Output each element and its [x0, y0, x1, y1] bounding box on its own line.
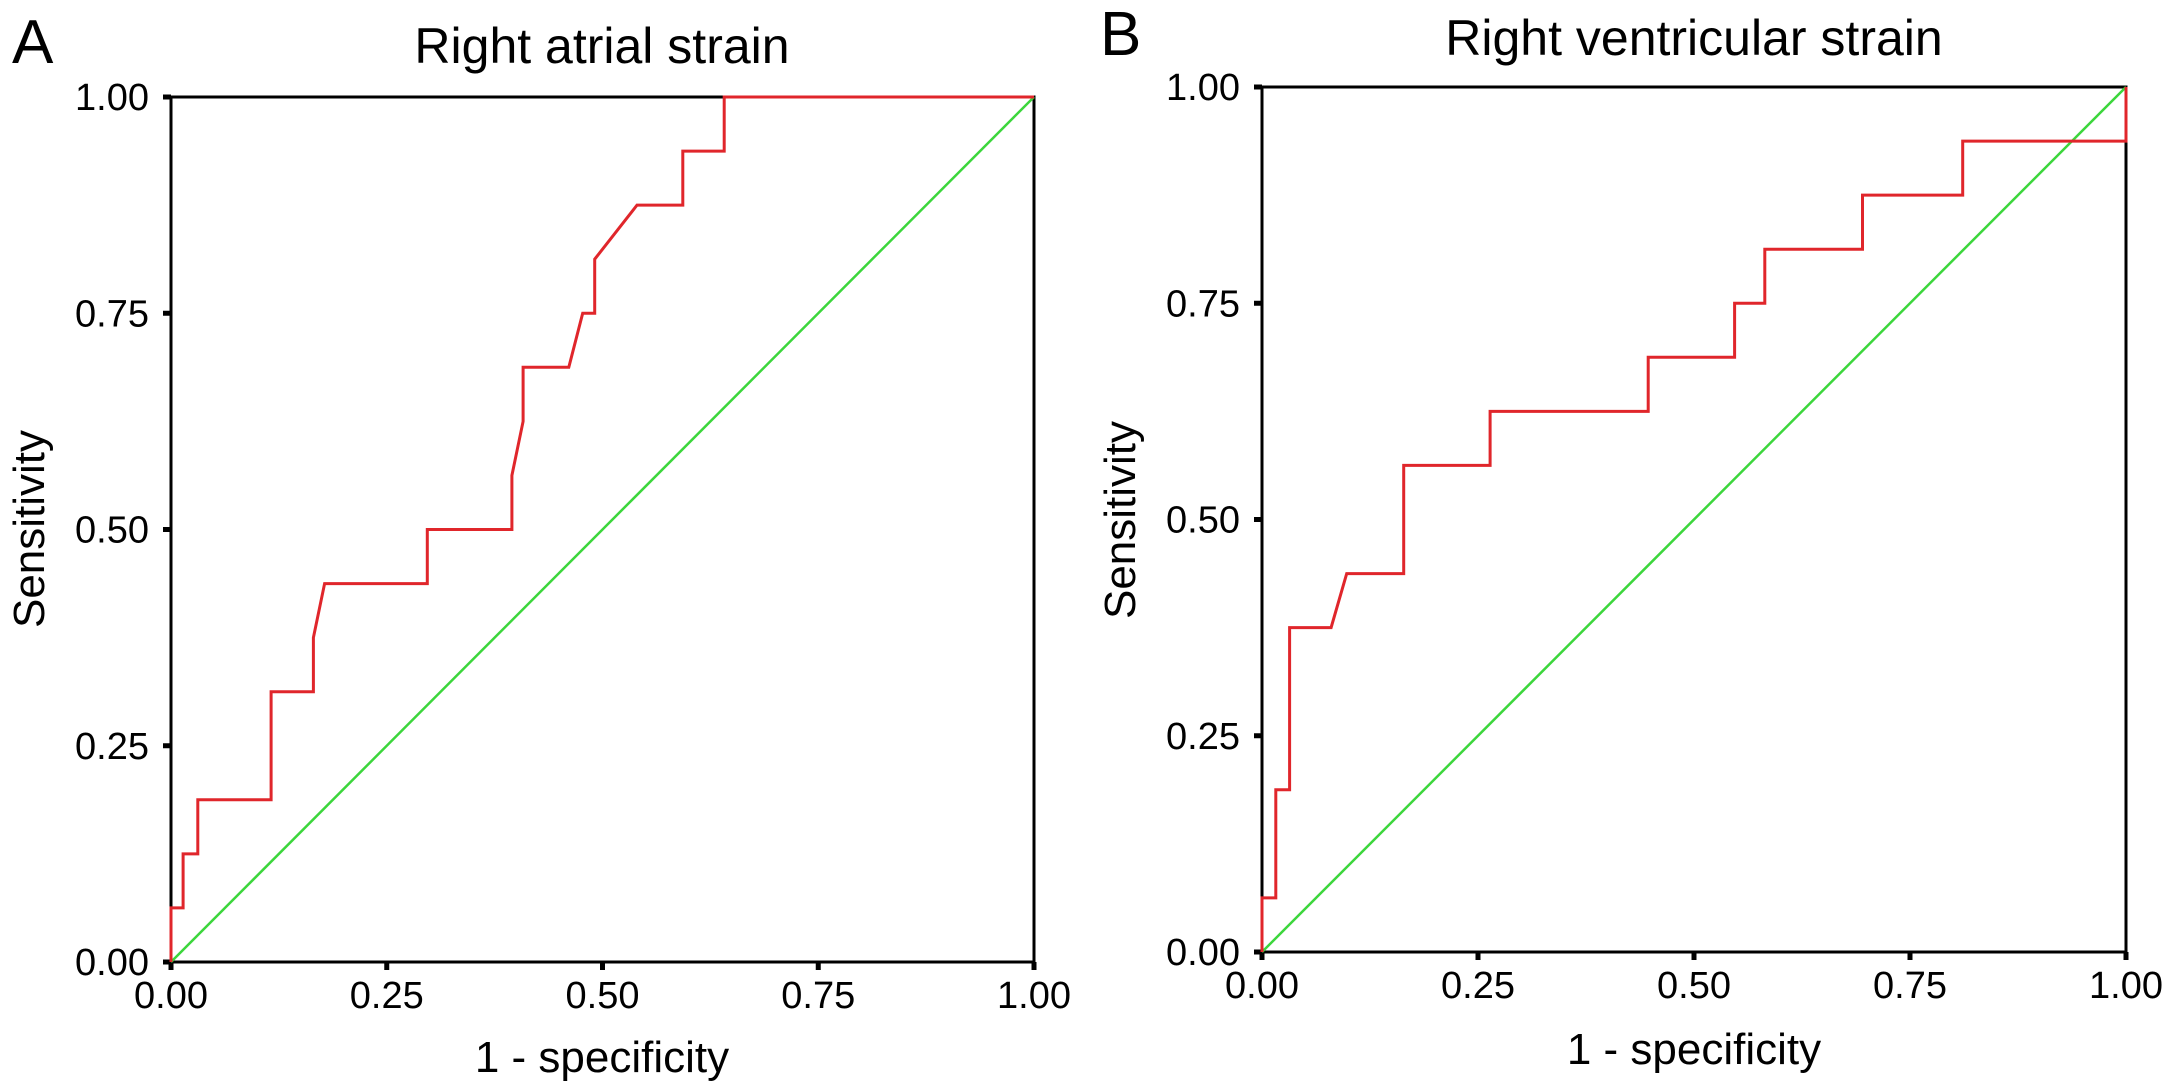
plot-area — [169, 95, 1036, 964]
panel-letter: B — [1100, 0, 1141, 69]
panel-b: B Right ventricular strain 1 - specifici… — [1096, 0, 2163, 1074]
y-tick-label: 0.00 — [75, 942, 149, 984]
plot-frame — [169, 95, 1036, 964]
y-tick-label: 0.50 — [75, 510, 149, 552]
plot-frame — [1260, 85, 2128, 954]
y-tick-label: 1.00 — [1166, 67, 1240, 109]
plot-area — [1260, 85, 2128, 954]
x-tick-label: 0.25 — [350, 975, 424, 1017]
x-tick-label: 0.00 — [134, 975, 208, 1017]
roc-curve — [169, 95, 1034, 962]
x-tick-label: 0.75 — [1873, 965, 1947, 1007]
y-axis-label: Sensitivity — [1096, 421, 1145, 619]
reference-line — [170, 96, 1035, 963]
y-axis-label: Sensitivity — [5, 430, 54, 628]
roc-curve — [1260, 87, 2128, 952]
y-tick-label: 0.75 — [75, 293, 149, 335]
x-axis-label: 1 - specificity — [1567, 1025, 1821, 1074]
x-tick-label: 0.00 — [1225, 965, 1299, 1007]
y-tick-label: 0.25 — [75, 726, 149, 768]
y-tick-label: 0.25 — [1166, 716, 1240, 758]
x-tick-label: 0.75 — [781, 975, 855, 1017]
x-tick-label: 0.50 — [566, 975, 640, 1017]
panel-letter: A — [12, 8, 54, 77]
y-tick-label: 1.00 — [75, 77, 149, 119]
panel-a: A Right atrial strain 1 - specificity Se… — [5, 8, 1071, 1082]
axis-ticks: 0.00 0.25 0.50 0.75 1.00 0.00 0.25 0.50 0.75 1.00 — [75, 77, 1071, 1017]
y-tick-label: 0.75 — [1166, 283, 1240, 325]
chart-title: Right ventricular strain — [1445, 10, 1942, 66]
x-axis-label: 1 - specificity — [475, 1033, 729, 1082]
x-tick-label: 0.50 — [1657, 965, 1731, 1007]
axis-ticks: 0.00 0.25 0.50 0.75 1.00 0.00 0.25 0.50 0.75 1.00 — [1166, 67, 2163, 1007]
y-tick-label: 0.50 — [1166, 500, 1240, 542]
reference-line — [1261, 86, 2127, 953]
x-tick-label: 0.25 — [1441, 965, 1515, 1007]
x-tick-label: 1.00 — [2089, 965, 2163, 1007]
y-tick-label: 0.00 — [1166, 932, 1240, 974]
x-tick-label: 1.00 — [997, 975, 1071, 1017]
chart-title: Right atrial strain — [414, 18, 789, 74]
